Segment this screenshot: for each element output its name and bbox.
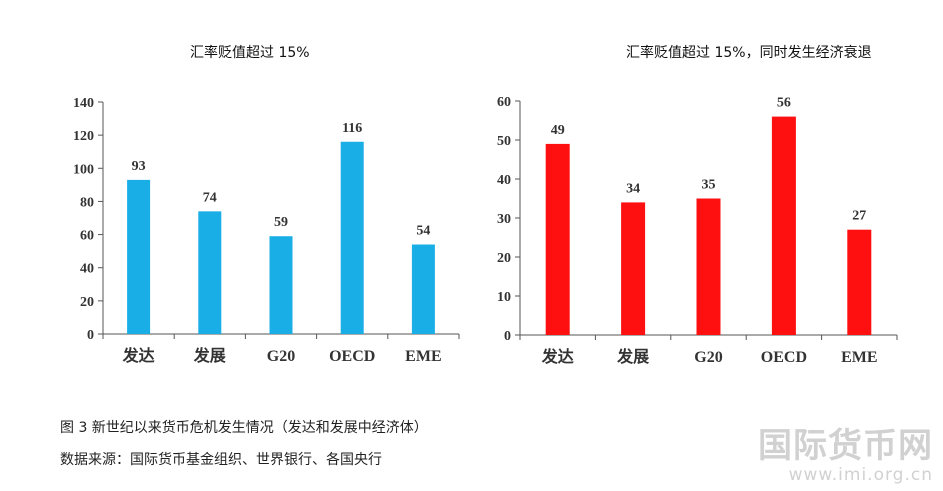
left-y-tick-label: 80 xyxy=(80,195,94,210)
left-y-tick-label: 120 xyxy=(73,129,94,144)
right-value-label-3: 56 xyxy=(777,96,791,111)
right-bar-2 xyxy=(696,198,721,335)
watermark-logo: 国际货币网 www.imi.org.cn xyxy=(758,427,933,485)
left-category-label-4: EME xyxy=(405,348,441,365)
right-y-tick-label: 20 xyxy=(497,251,511,266)
watermark-url: www.imi.org.cn xyxy=(788,465,933,485)
left-y-tick-label: 0 xyxy=(87,328,94,343)
right-category-label-3: OECD xyxy=(761,349,807,366)
right-value-label-0: 49 xyxy=(551,123,565,138)
right-bar-3 xyxy=(771,116,796,335)
watermark-name: 国际货币网 xyxy=(758,426,933,466)
left-y-tick-label: 60 xyxy=(80,229,94,244)
left-value-label-1: 74 xyxy=(203,190,217,205)
left-value-label-3: 116 xyxy=(342,121,362,136)
right-bar-4 xyxy=(847,229,872,335)
left-y-tick-label: 40 xyxy=(80,262,94,277)
left-category-label-1: 发展 xyxy=(193,346,227,365)
left-y-tick-label: 140 xyxy=(73,96,94,111)
left-bar-4 xyxy=(411,244,435,334)
right-y-tick-label: 10 xyxy=(497,290,511,305)
right-y-tick-label: 40 xyxy=(497,173,511,188)
left-y-tick-label: 100 xyxy=(73,162,94,177)
left-chart-title: 汇率贬值超过 15% xyxy=(190,45,310,61)
figure-caption: 图 3 新世纪以来货币危机发生情况（发达和发展中经济体） xyxy=(60,420,428,436)
right-y-tick-label: 60 xyxy=(497,95,511,110)
left-value-label-0: 93 xyxy=(132,159,146,174)
right-bar-0 xyxy=(545,143,570,335)
left-bar-3 xyxy=(340,141,364,334)
right-chart-title: 汇率贬值超过 15%，同时发生经济衰退 xyxy=(626,45,872,61)
left-bar-1 xyxy=(198,211,222,334)
right-y-tick-label: 50 xyxy=(497,134,511,149)
right-value-label-2: 35 xyxy=(702,178,716,193)
left-bar-2 xyxy=(269,236,293,334)
left-y-tick-label: 20 xyxy=(80,295,94,310)
data-source-note: 数据来源：国际货币基金组织、世界银行、各国央行 xyxy=(60,452,382,468)
left-category-label-2: G20 xyxy=(267,348,295,365)
right-category-label-2: G20 xyxy=(694,349,722,366)
right-category-label-0: 发达 xyxy=(541,347,574,366)
right-y-tick-label: 0 xyxy=(504,329,511,344)
right-category-label-4: EME xyxy=(841,349,877,366)
right-bar-1 xyxy=(621,202,646,335)
right-y-tick-label: 30 xyxy=(497,212,511,227)
left-value-label-2: 59 xyxy=(274,215,288,230)
left-category-label-0: 发达 xyxy=(122,346,155,365)
right-value-label-4: 27 xyxy=(852,209,866,224)
left-category-label-3: OECD xyxy=(329,348,375,365)
right-value-label-1: 34 xyxy=(626,181,640,196)
left-bar-0 xyxy=(127,179,151,334)
right-category-label-1: 发展 xyxy=(616,347,650,366)
left-value-label-4: 54 xyxy=(416,224,430,239)
